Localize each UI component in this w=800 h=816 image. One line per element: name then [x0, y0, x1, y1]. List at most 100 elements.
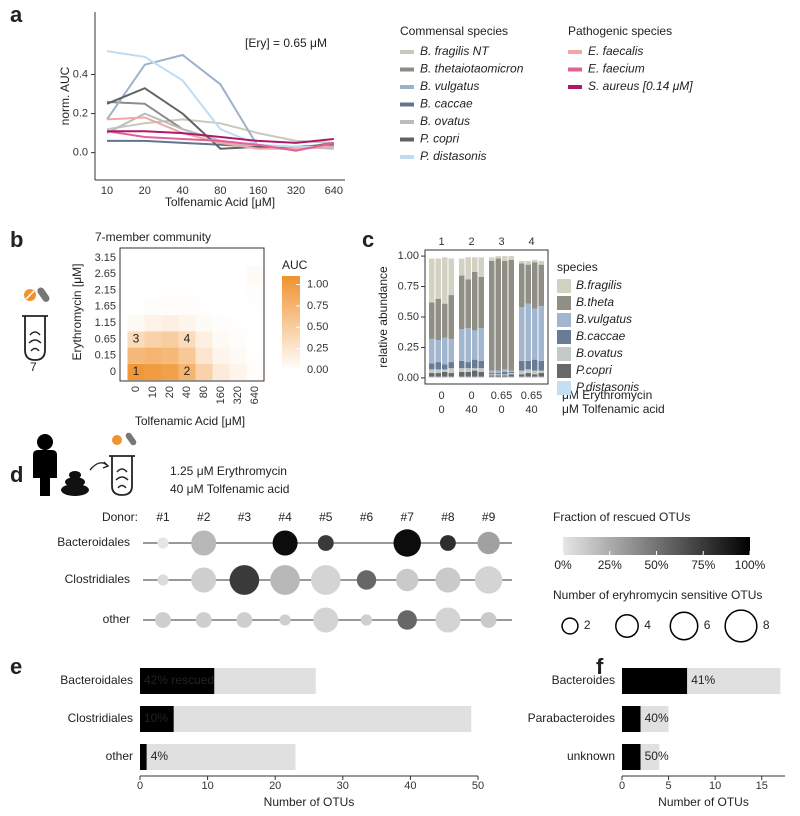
legend-label: B. vulgatus [420, 79, 479, 93]
bar-segment [435, 369, 441, 374]
panel-letter: f [596, 654, 604, 679]
legend-label: B. fragilis NT [420, 44, 490, 58]
heat-cell [161, 314, 179, 332]
bubble [155, 612, 171, 628]
y-tick-label: 0.25 [398, 341, 419, 353]
bar-segment [465, 362, 471, 369]
colorbar-label: 0% [554, 558, 572, 572]
bar-segment [519, 376, 525, 378]
legend-swatch [557, 279, 571, 293]
y-tick-label: 0.65 [95, 333, 116, 345]
bar-segment [622, 744, 641, 770]
bar-segment [429, 363, 435, 370]
heat-cell [161, 331, 179, 348]
legend-label: B. thetaiotaomicron [420, 62, 524, 76]
bar-segment [640, 744, 660, 770]
colorbar-label: 0.75 [307, 300, 328, 312]
bar-segment [532, 308, 538, 360]
colorbar-label: 0.25 [307, 343, 328, 355]
bar-segment [508, 376, 514, 378]
bubble [313, 607, 339, 633]
bar-segment [173, 706, 472, 732]
bubble [191, 530, 217, 556]
group-label: 3 [498, 236, 504, 248]
donor-id: #9 [482, 510, 496, 524]
x-tick-label: 10 [709, 780, 721, 792]
donor-id: #4 [278, 510, 292, 524]
x-tick-label: 0 [130, 386, 142, 392]
row-label: μM Erythromycin [562, 388, 652, 402]
bar-segment [489, 373, 495, 375]
tolfenamic-value: 40 [525, 404, 537, 416]
bar-segment [448, 362, 454, 369]
donor-id: #1 [156, 510, 170, 524]
bar-segment [442, 371, 448, 377]
bar-segment [525, 369, 531, 374]
heat-cell [195, 249, 213, 267]
bar-segment [687, 668, 781, 694]
legend-label: B. caccae [420, 97, 473, 111]
y-tick-label: 3.15 [95, 252, 116, 264]
y-tick-label: 0.75 [398, 280, 419, 292]
y-axis-title: relative abundance [376, 266, 390, 368]
bar-segment [495, 258, 501, 371]
group-label: 2 [468, 236, 474, 248]
heat-cell [246, 331, 264, 348]
bar-segment [478, 360, 484, 369]
bubble [229, 565, 260, 595]
heat-cell [144, 363, 162, 381]
bar-segment [478, 368, 484, 372]
y-axis-title: norm. AUC [58, 66, 72, 125]
bar-segment [508, 374, 514, 377]
bar-segment [489, 370, 495, 374]
bar-segment [140, 706, 174, 732]
heat-cell [212, 298, 230, 315]
heat-cell [195, 331, 213, 348]
bar-segment [525, 360, 531, 370]
panel-letter: c [362, 227, 374, 252]
bar-segment [525, 373, 531, 377]
group-label: 4 [528, 236, 534, 248]
x-tick-label: 20 [164, 386, 176, 398]
y-tick-label: 0.0 [73, 147, 88, 159]
size-key-label: 2 [584, 618, 591, 632]
size-key-label: 6 [704, 618, 711, 632]
heat-cell [246, 314, 264, 332]
heat-cell [127, 249, 145, 267]
bar-segment [435, 362, 441, 370]
bar-segment [525, 303, 531, 361]
size-key [669, 611, 699, 641]
legend-label: E. faecalis [588, 44, 643, 58]
heat-cell [161, 249, 179, 267]
bar-segment [442, 303, 448, 338]
bar-segment [532, 376, 538, 378]
x-tick-label: 640 [249, 386, 261, 404]
erythromycin-value: 0.65 [491, 390, 512, 402]
heat-cell [212, 314, 230, 332]
heat-cell [161, 282, 179, 299]
y-tick-label: unknown [567, 749, 615, 763]
bar-segment [442, 376, 448, 378]
donor-id: #5 [319, 510, 333, 524]
bar-segment [472, 257, 478, 272]
bar-segment [140, 668, 215, 694]
legend-label: E. faecium [588, 62, 645, 76]
heat-cell [144, 331, 162, 348]
bar-segment [429, 258, 435, 303]
series-line [107, 130, 334, 144]
bar-segment [448, 373, 454, 377]
bubble [435, 607, 461, 633]
legend-label: P.distasonis [576, 380, 639, 394]
bar-segment [532, 370, 538, 375]
bar-segment [472, 359, 478, 369]
bar-segment [538, 260, 544, 265]
panel-letter: a [10, 2, 23, 27]
heat-cell [212, 347, 230, 364]
legend-label: B. ovatus [420, 114, 470, 128]
bar-segment [448, 295, 454, 339]
x-tick-label: 0 [137, 780, 143, 792]
erythromycin-value: 0 [438, 390, 444, 402]
heat-cell [212, 249, 230, 267]
bar-segment [429, 302, 435, 339]
